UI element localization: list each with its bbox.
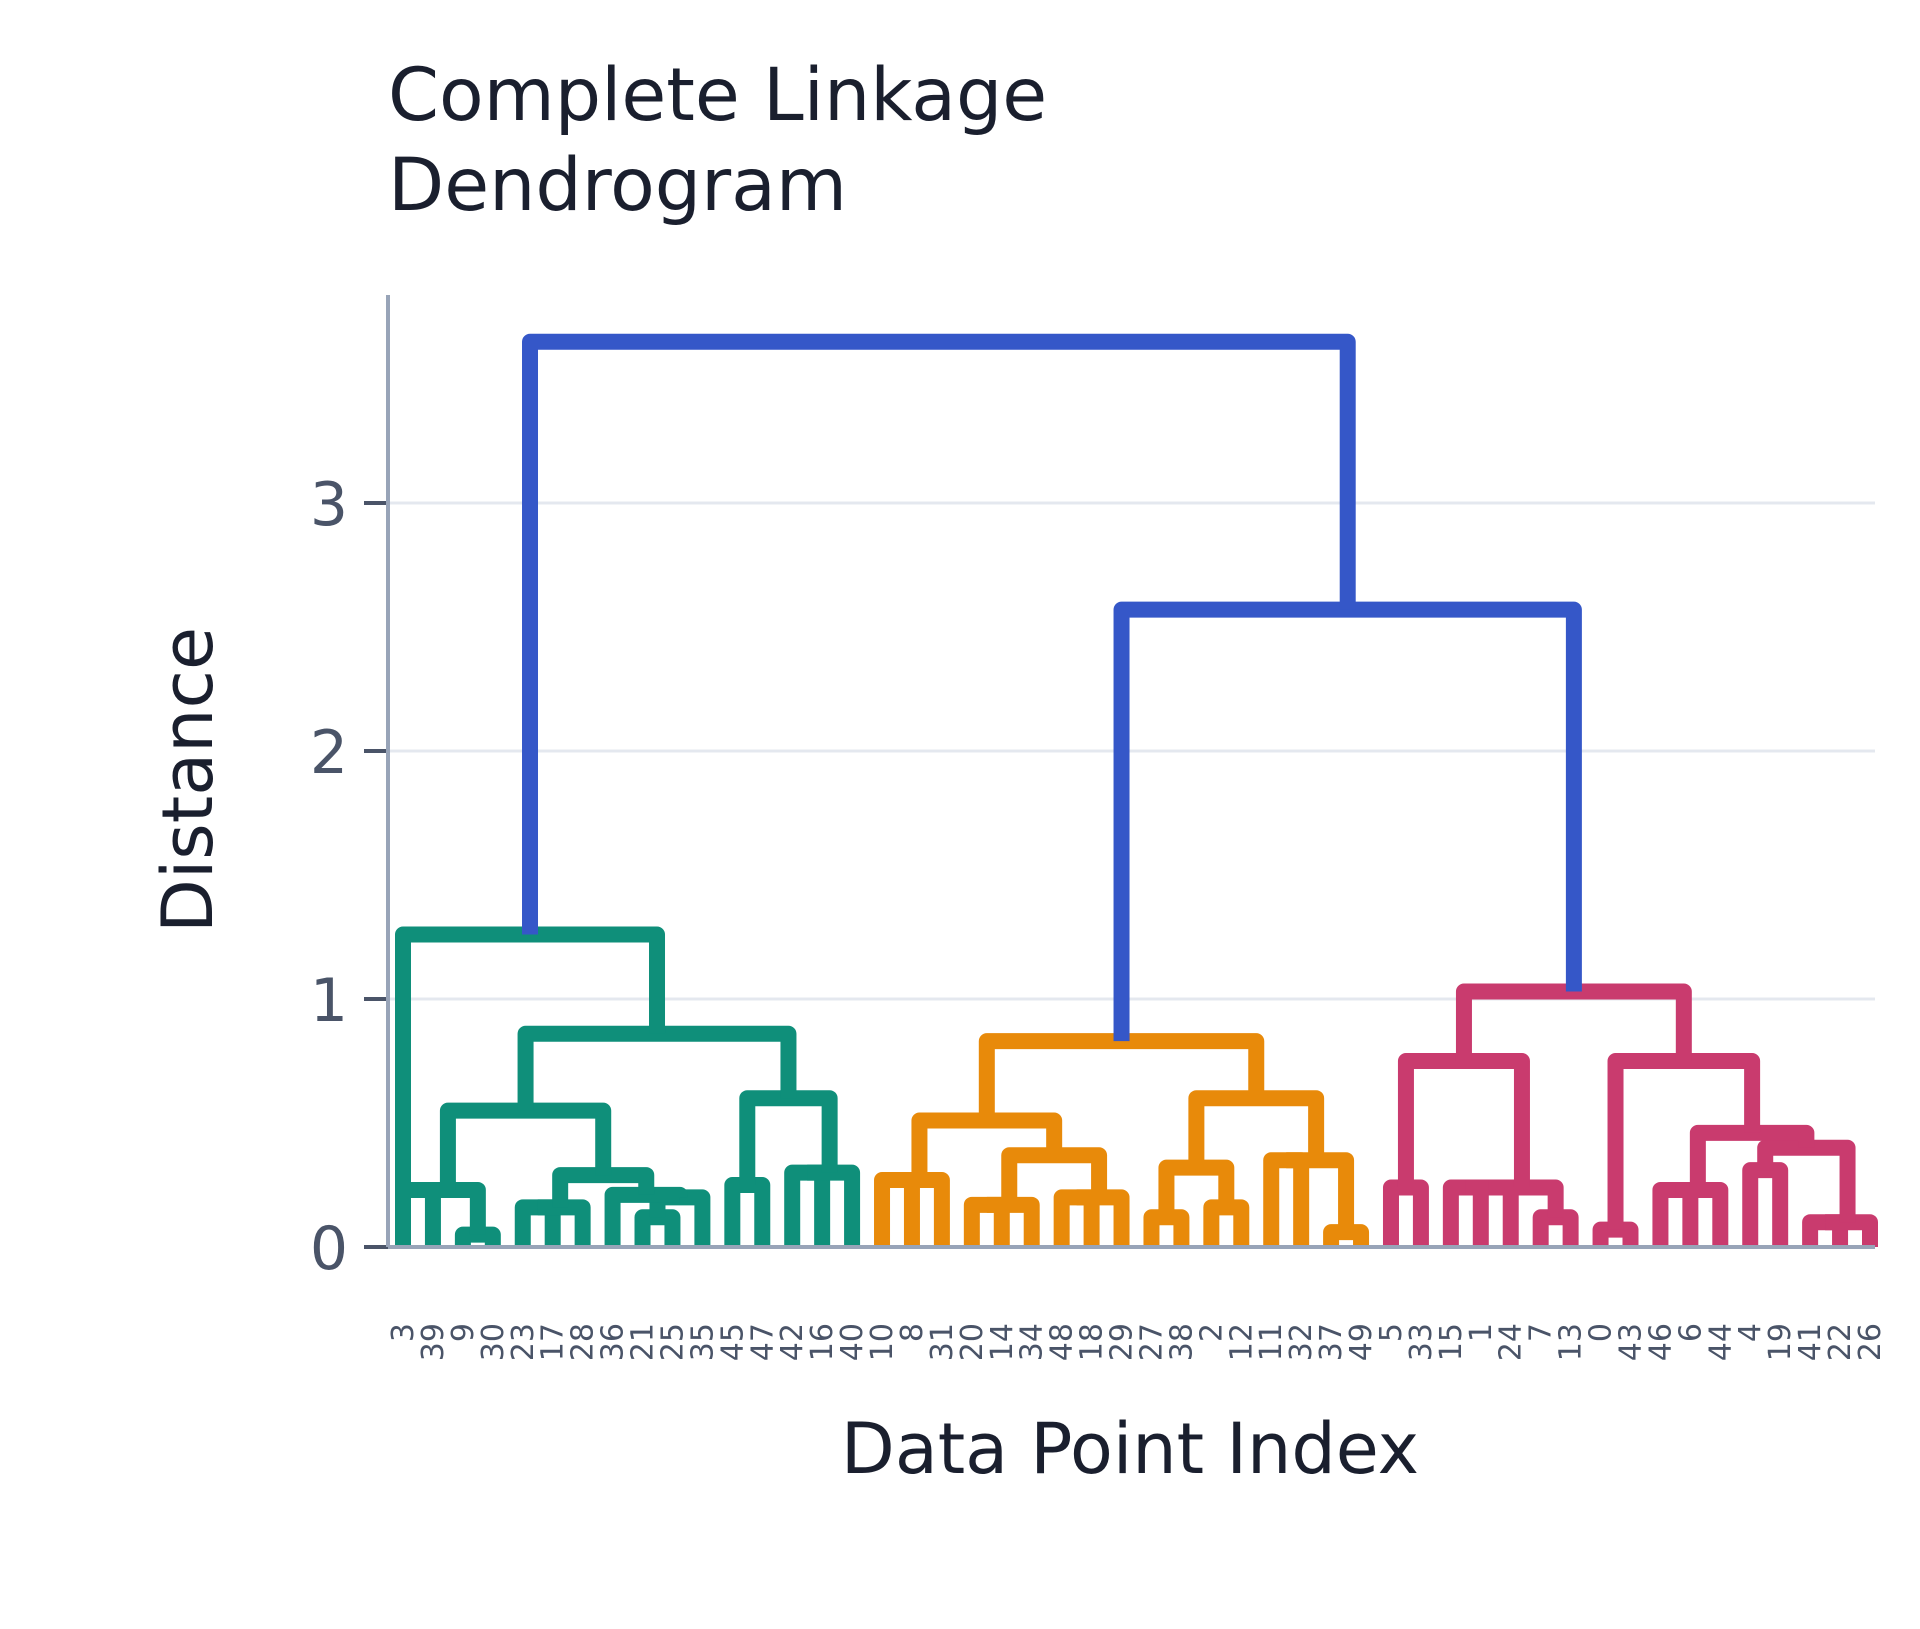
x-tick-label-28: 28 <box>566 1323 601 1361</box>
x-tick-label-17: 17 <box>536 1323 571 1361</box>
x-tick-label-3: 3 <box>386 1323 421 1342</box>
x-tick-label-43: 43 <box>1613 1323 1648 1361</box>
x-tick-label-0: 0 <box>1584 1323 1619 1342</box>
y-tick-label-2: 2 <box>310 718 348 788</box>
x-tick-label-27: 27 <box>1134 1323 1169 1361</box>
x-tick-label-1: 1 <box>1464 1323 1499 1342</box>
link-t6 <box>634 1209 681 1247</box>
x-tick-label-23: 23 <box>506 1323 541 1361</box>
x-tick-label-46: 46 <box>1643 1323 1678 1361</box>
x-tick-label-26: 26 <box>1853 1323 1888 1361</box>
link-P <box>1455 983 1692 1061</box>
x-tick-label-32: 32 <box>1284 1323 1319 1361</box>
x-tick-label-48: 48 <box>1045 1323 1080 1361</box>
link-p2 <box>1442 1179 1489 1247</box>
x-tick-label-49: 49 <box>1344 1323 1379 1361</box>
link-o14 <box>1286 1152 1355 1233</box>
x-tick-label-42: 42 <box>775 1323 810 1361</box>
link-o10 <box>1203 1199 1250 1247</box>
link-p6 <box>1397 1053 1530 1188</box>
x-tick-label-15: 15 <box>1434 1323 1469 1361</box>
link-t10 <box>724 1177 771 1247</box>
x-tick-label-20: 20 <box>955 1323 990 1361</box>
x-tick-label-30: 30 <box>476 1323 511 1361</box>
x-tick-label-21: 21 <box>626 1323 661 1361</box>
x-tick-label-14: 14 <box>985 1323 1020 1361</box>
chart-title-line-2: Dendrogram <box>388 143 847 228</box>
x-tick-label-16: 16 <box>805 1323 840 1361</box>
x-tick-label-41: 41 <box>1793 1323 1828 1361</box>
x-tick-label-5: 5 <box>1374 1323 1409 1342</box>
x-tick-labels: 3399302317283621253545474216401083120143… <box>386 1323 1888 1361</box>
x-tick-label-33: 33 <box>1404 1323 1439 1361</box>
x-tick-label-34: 34 <box>1015 1323 1050 1361</box>
x-tick-label-18: 18 <box>1075 1323 1110 1361</box>
x-tick-label-8: 8 <box>895 1323 930 1342</box>
x-tick-label-10: 10 <box>865 1323 900 1361</box>
link-p4 <box>1532 1209 1579 1247</box>
x-tick-label-39: 39 <box>416 1323 451 1361</box>
link-p10 <box>1742 1162 1789 1247</box>
link-t3 <box>417 1181 486 1235</box>
y-tick-labels: 0 1 2 3 <box>310 470 348 1284</box>
x-tick-label-11: 11 <box>1254 1323 1289 1361</box>
link-p7 <box>1592 1221 1639 1247</box>
x-tick-label-12: 12 <box>1224 1323 1259 1361</box>
x-tick-label-40: 40 <box>835 1323 870 1361</box>
gridlines <box>388 501 1875 1001</box>
link-p8 <box>1652 1181 1699 1247</box>
x-tick-label-44: 44 <box>1703 1323 1738 1361</box>
link-p1 <box>1382 1179 1429 1247</box>
x-tick-label-2: 2 <box>1194 1323 1229 1342</box>
y-tick-label-0: 0 <box>310 1214 348 1284</box>
link-B0 <box>522 333 1356 935</box>
x-tick-label-45: 45 <box>715 1323 750 1361</box>
y-tick-label-1: 1 <box>310 966 348 1036</box>
axes <box>364 295 1875 1249</box>
x-tick-label-25: 25 <box>655 1323 690 1361</box>
x-tick-label-36: 36 <box>596 1323 631 1361</box>
link-p5 <box>1488 1179 1564 1218</box>
x-tick-label-7: 7 <box>1524 1323 1559 1342</box>
x-tick-label-29: 29 <box>1105 1323 1140 1361</box>
link-o9 <box>1143 1209 1190 1247</box>
x-tick-label-47: 47 <box>745 1323 780 1361</box>
x-tick-label-37: 37 <box>1314 1323 1349 1361</box>
x-axis-label: Data Point Index <box>841 1408 1419 1490</box>
link-o5 <box>1053 1189 1100 1247</box>
link-t11 <box>784 1164 831 1247</box>
y-axis-label: Distance <box>147 627 229 933</box>
x-tick-label-24: 24 <box>1494 1323 1529 1361</box>
x-tick-label-19: 19 <box>1763 1323 1798 1361</box>
x-tick-label-38: 38 <box>1164 1323 1199 1361</box>
link-O <box>978 1033 1265 1121</box>
x-tick-label-13: 13 <box>1554 1323 1589 1361</box>
x-tick-label-4: 4 <box>1733 1323 1768 1342</box>
link-B1 <box>1113 601 1582 1042</box>
x-tick-label-6: 6 <box>1673 1323 1708 1342</box>
link-o13 <box>1323 1224 1370 1247</box>
link-o1 <box>874 1172 920 1247</box>
x-tick-label-31: 31 <box>925 1323 960 1361</box>
x-tick-label-35: 35 <box>685 1323 720 1361</box>
chart-title-line-1: Complete Linkage <box>388 53 1047 138</box>
dendrogram-links <box>395 333 1878 1247</box>
y-tick-label-3: 3 <box>310 470 348 540</box>
link-o12 <box>1263 1152 1310 1247</box>
chart-title: Complete Linkage Dendrogram <box>388 53 1047 228</box>
link-p11 <box>1802 1214 1849 1247</box>
x-tick-label-9: 9 <box>446 1323 481 1342</box>
x-tick-label-22: 22 <box>1823 1323 1858 1361</box>
